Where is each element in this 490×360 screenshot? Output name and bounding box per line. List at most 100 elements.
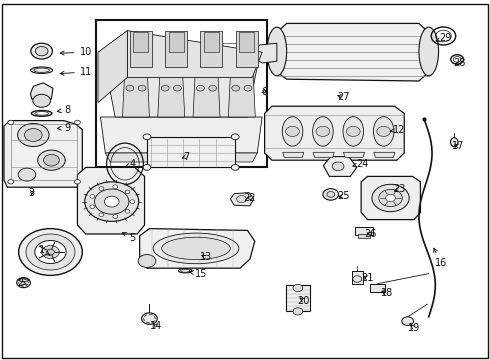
Circle shape [126,85,134,91]
Text: 26: 26 [365,229,377,239]
Text: 22: 22 [244,193,256,203]
Text: 14: 14 [150,321,162,331]
Circle shape [316,126,330,136]
Circle shape [19,229,82,275]
Polygon shape [343,152,365,157]
Circle shape [8,120,14,125]
Circle shape [231,134,239,140]
Bar [130,31,152,67]
Circle shape [386,194,395,202]
Polygon shape [265,106,404,160]
Circle shape [35,46,48,56]
Bar [236,31,258,67]
Circle shape [402,317,414,325]
Text: 4: 4 [126,159,135,169]
Text: 6: 6 [262,87,268,97]
Ellipse shape [153,233,239,264]
Circle shape [113,185,118,189]
Text: 8: 8 [57,105,71,115]
Circle shape [130,200,135,203]
Circle shape [104,196,119,207]
Circle shape [42,246,59,258]
Circle shape [173,85,181,91]
Circle shape [17,278,30,288]
Polygon shape [361,176,420,220]
Circle shape [232,85,240,91]
Text: 28: 28 [453,58,466,68]
Ellipse shape [373,117,394,146]
Text: 29: 29 [436,33,452,43]
Polygon shape [323,157,357,176]
Bar [239,32,254,52]
Ellipse shape [162,237,230,260]
Circle shape [293,284,303,292]
Text: 5: 5 [122,233,135,243]
Ellipse shape [30,67,53,73]
Polygon shape [30,83,53,99]
Bar [96,20,267,167]
Ellipse shape [282,117,303,146]
Circle shape [35,240,66,264]
Text: 24: 24 [353,159,369,169]
Circle shape [8,180,14,184]
Circle shape [24,129,42,141]
Ellipse shape [343,117,364,146]
Polygon shape [105,153,257,162]
Text: 3: 3 [29,188,35,198]
Circle shape [44,154,59,166]
Text: 18: 18 [381,288,393,298]
Circle shape [90,205,95,208]
Bar [352,271,363,284]
Ellipse shape [267,27,287,76]
Text: 13: 13 [200,252,212,262]
Polygon shape [98,31,127,103]
Polygon shape [77,167,145,234]
Circle shape [90,195,95,198]
Circle shape [47,249,54,255]
Circle shape [209,85,217,91]
Circle shape [85,182,139,221]
Circle shape [196,85,204,91]
Circle shape [323,189,339,200]
Polygon shape [4,121,82,187]
Circle shape [31,43,52,59]
Circle shape [379,189,402,207]
Text: 7: 7 [182,152,189,162]
Text: 9: 9 [57,123,71,133]
Circle shape [143,134,151,140]
Polygon shape [313,152,334,157]
Ellipse shape [419,27,439,76]
Polygon shape [122,67,149,117]
Circle shape [125,190,130,194]
Circle shape [231,165,239,170]
Circle shape [18,168,36,181]
Text: 25: 25 [337,191,349,201]
Polygon shape [230,193,254,206]
Circle shape [142,313,157,324]
Circle shape [125,210,130,213]
Ellipse shape [178,269,192,273]
Bar [355,227,373,235]
Bar [165,31,187,67]
Circle shape [293,308,303,315]
Polygon shape [127,31,262,77]
Circle shape [26,234,75,270]
Circle shape [138,255,156,267]
Text: 1: 1 [39,245,50,255]
Circle shape [143,165,151,170]
Polygon shape [105,67,257,117]
Text: 20: 20 [297,296,310,306]
Bar [358,234,370,238]
Circle shape [38,150,65,170]
Text: 23: 23 [393,184,406,194]
Bar [200,31,222,67]
Text: 16: 16 [434,248,447,268]
Circle shape [286,126,299,136]
Ellipse shape [313,117,333,146]
Text: 21: 21 [361,273,374,283]
Text: 11: 11 [60,67,92,77]
Bar [370,284,385,292]
Polygon shape [140,229,255,268]
Circle shape [33,94,50,107]
Circle shape [327,192,335,197]
